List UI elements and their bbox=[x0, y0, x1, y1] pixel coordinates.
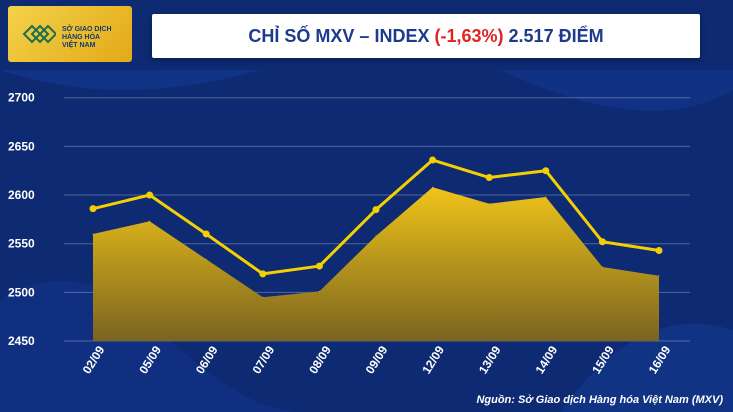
logo-line-1: SỞ GIAO DỊCH bbox=[62, 26, 112, 33]
logo-mark-icon bbox=[22, 24, 56, 44]
x-tick-label: 12/09 bbox=[419, 343, 447, 376]
area-point bbox=[205, 258, 207, 260]
x-tick-label: 05/09 bbox=[136, 343, 164, 376]
y-tick-label: 2650 bbox=[8, 139, 35, 153]
line-point bbox=[89, 205, 97, 213]
area-point bbox=[318, 290, 320, 292]
x-axis: 02/09 05/09 06/09 07/09 08/09 09/09 12/09 13/09… bbox=[80, 343, 674, 376]
chart-title: CHỈ SỐ MXV – INDEX (-1,63%) 2.517 ĐIỂM bbox=[152, 14, 700, 58]
area-point bbox=[545, 196, 547, 198]
area-series bbox=[92, 186, 660, 341]
logo-line-2: HÀNG HÓA bbox=[62, 34, 101, 41]
source-note: Nguồn: Sở Giao dịch Hàng hóa Việt Nam (M… bbox=[476, 394, 723, 406]
title-change: (-1,63%) bbox=[434, 26, 504, 46]
line-point bbox=[598, 238, 606, 246]
line-point bbox=[146, 191, 154, 199]
area-point bbox=[488, 203, 490, 205]
x-tick-label: 14/09 bbox=[533, 343, 561, 376]
x-tick-label: 02/09 bbox=[80, 343, 108, 376]
x-tick-label: 08/09 bbox=[306, 343, 334, 376]
y-tick-label: 2600 bbox=[8, 188, 35, 202]
x-tick-label: 09/09 bbox=[363, 343, 391, 376]
area-point bbox=[92, 233, 94, 235]
title-bar: CHỈ SỐ MXV – INDEX (-1,63%) 2.517 ĐIỂM bbox=[152, 14, 700, 58]
area-point bbox=[149, 220, 151, 222]
mxv-logo: SỞ GIAO DỊCH HÀNG HÓA VIỆT NAM bbox=[8, 6, 132, 62]
x-tick-label: 06/09 bbox=[193, 343, 221, 376]
area-point bbox=[375, 235, 377, 237]
line-point bbox=[485, 174, 493, 182]
y-tick-label: 2550 bbox=[8, 237, 35, 251]
line-point bbox=[655, 247, 663, 255]
y-tick-label: 2500 bbox=[8, 285, 35, 299]
line-point bbox=[542, 167, 550, 175]
x-tick-label: 15/09 bbox=[589, 343, 617, 376]
area-point bbox=[658, 275, 660, 277]
line-point bbox=[372, 206, 380, 214]
x-tick-label: 07/09 bbox=[250, 343, 278, 376]
x-tick-label: 13/09 bbox=[476, 343, 504, 376]
logo-line-3: VIỆT NAM bbox=[62, 42, 96, 49]
y-tick-label: 2450 bbox=[8, 334, 35, 348]
area-point bbox=[262, 296, 264, 298]
y-axis: 2450 2500 2550 2600 2650 2700 bbox=[8, 91, 35, 348]
logo-text: SỞ GIAO DỊCH HÀNG HÓA VIỆT NAM bbox=[62, 26, 130, 50]
line-series bbox=[89, 156, 663, 278]
line-point bbox=[202, 230, 210, 238]
area-fill bbox=[93, 187, 659, 341]
header: SỞ GIAO DỊCH HÀNG HÓA VIỆT NAM CHỈ SỐ MX… bbox=[0, 0, 733, 70]
x-tick-label: 16/09 bbox=[646, 343, 674, 376]
y-tick-label: 2700 bbox=[8, 91, 35, 105]
area-point bbox=[601, 266, 603, 268]
line-point bbox=[315, 262, 323, 270]
line-point bbox=[259, 270, 267, 278]
line-point bbox=[429, 156, 437, 164]
title-prefix: CHỈ SỐ MXV – INDEX bbox=[248, 26, 430, 46]
area-point bbox=[432, 186, 434, 188]
title-value: 2.517 ĐIỂM bbox=[508, 26, 604, 46]
